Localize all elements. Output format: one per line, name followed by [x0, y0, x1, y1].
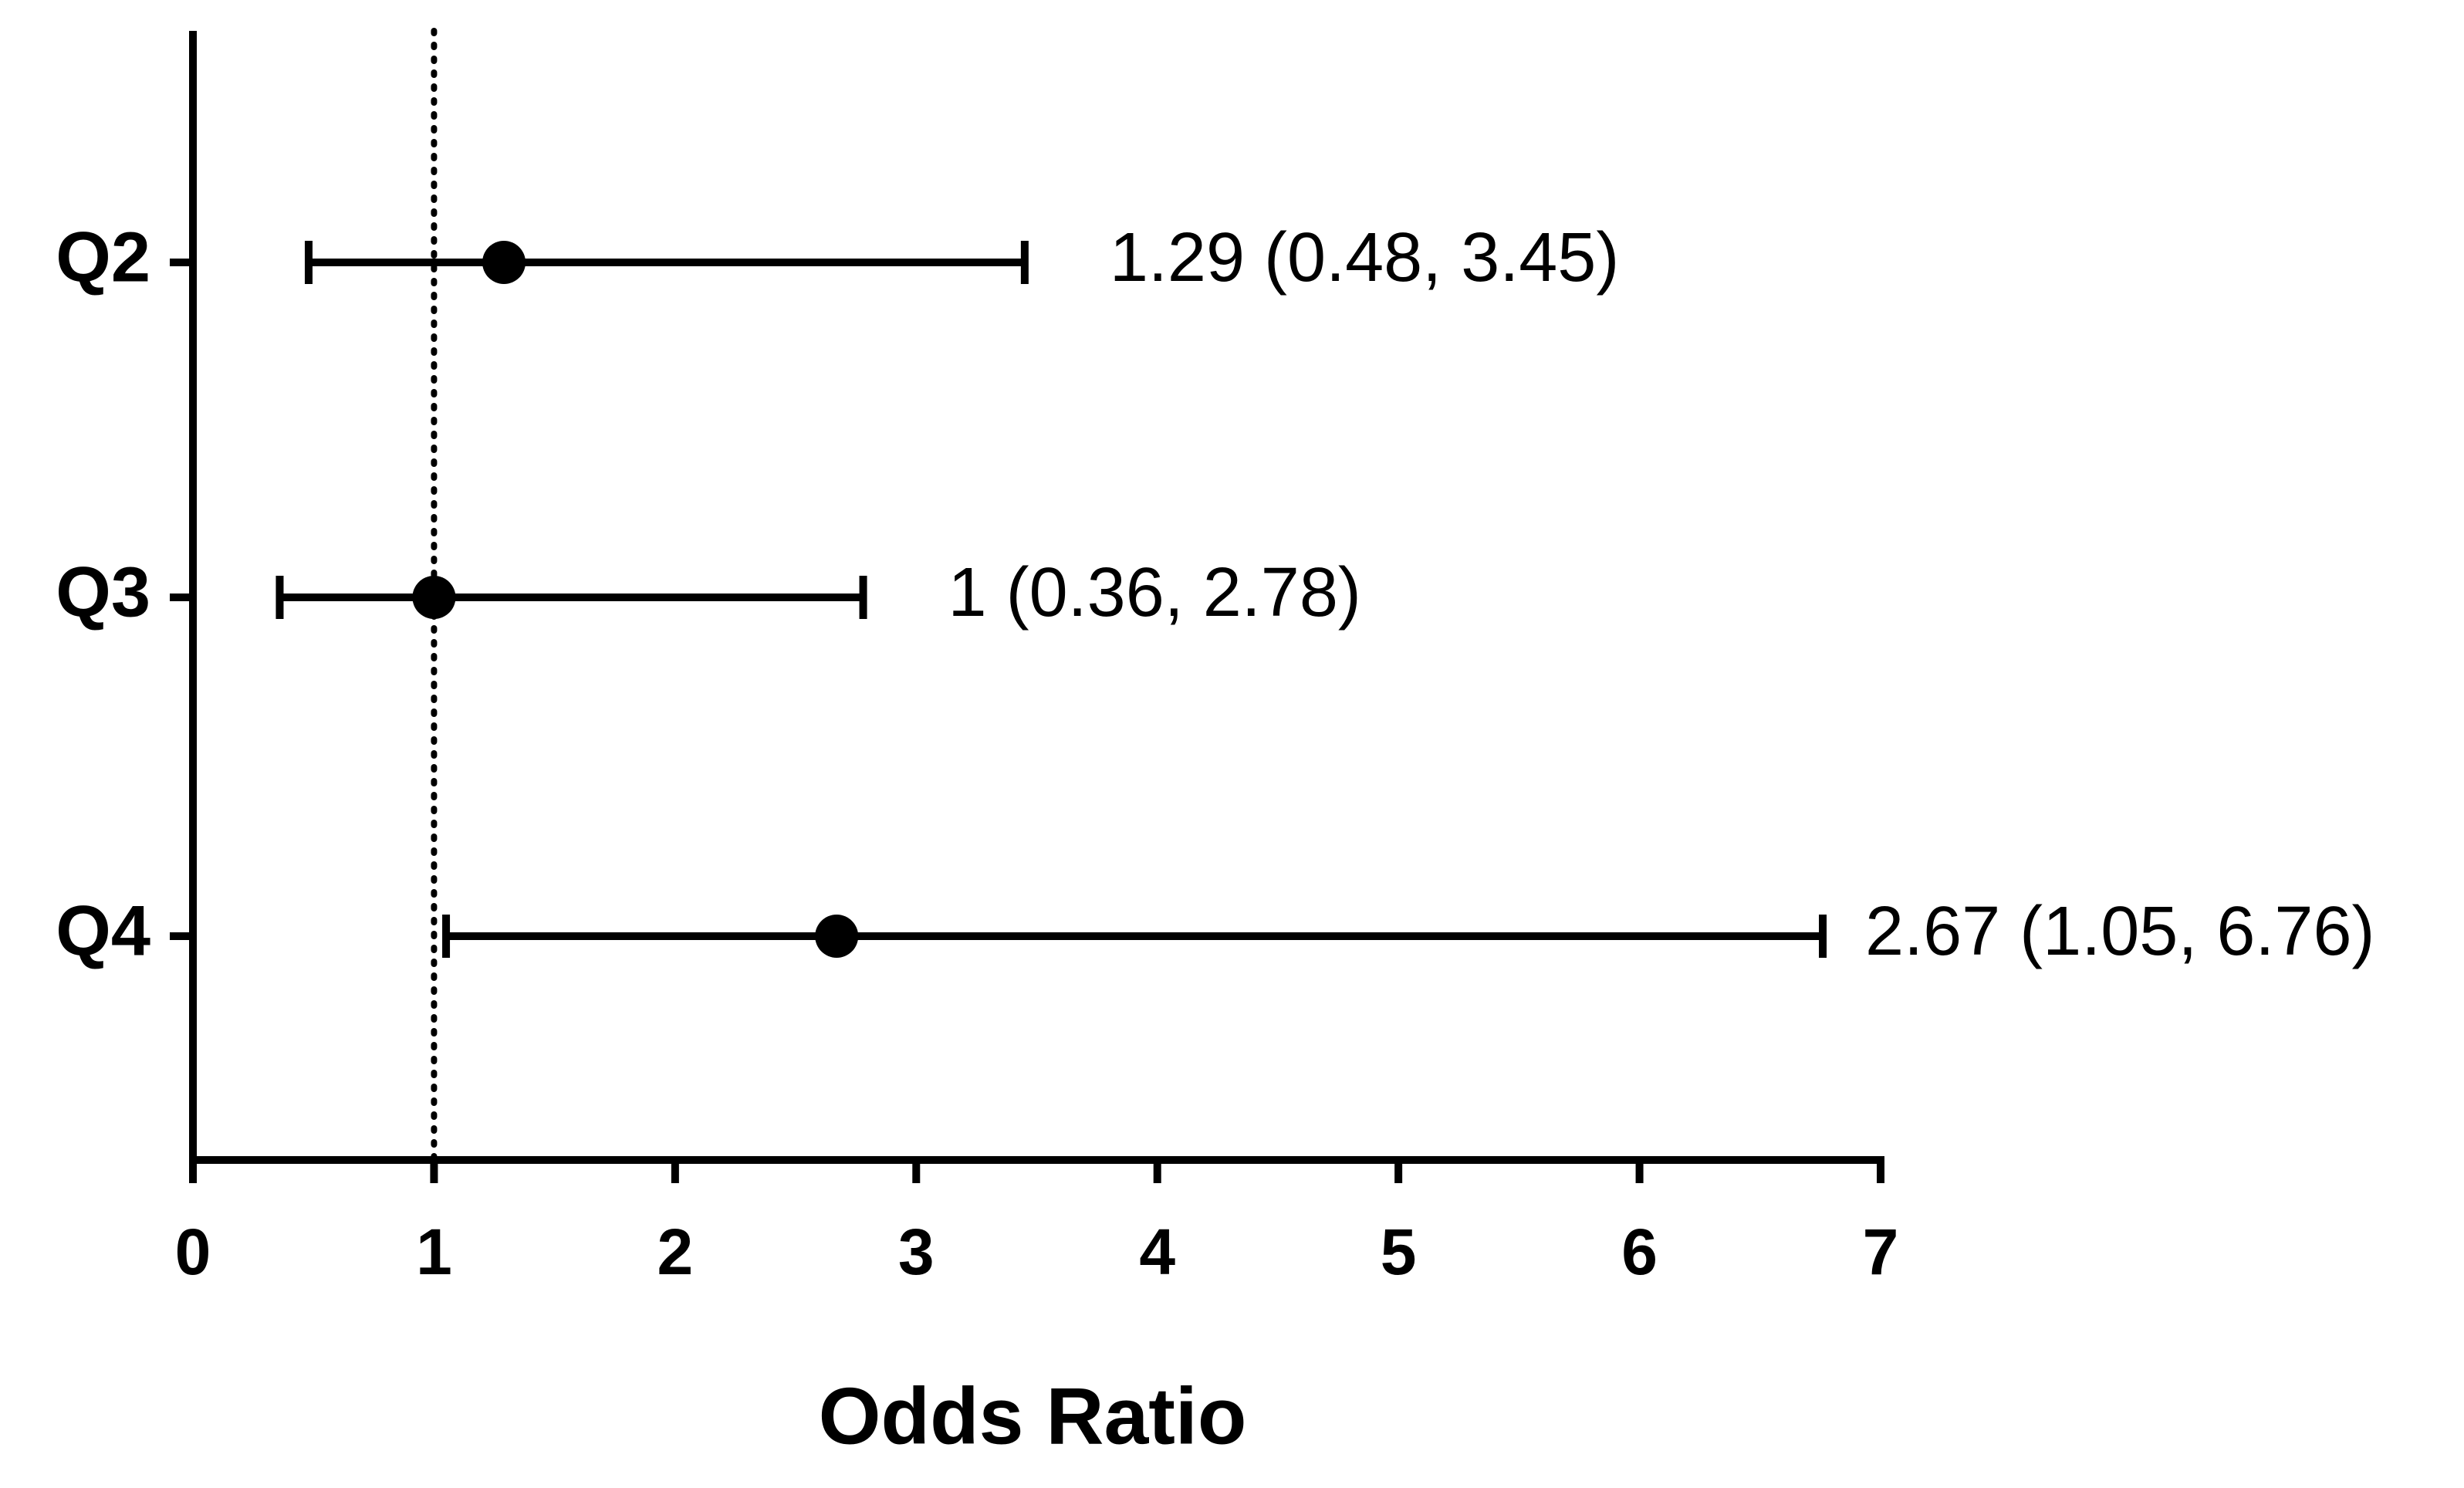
point-estimate [412, 576, 456, 619]
x-tick-label: 5 [1381, 1216, 1417, 1288]
y-tick-label: Q4 [56, 891, 150, 970]
y-tick-label: Q3 [56, 553, 150, 631]
point-estimate [815, 915, 859, 958]
x-tick-label: 2 [657, 1216, 693, 1288]
value-label: 1 (0.36, 2.78) [948, 554, 1361, 631]
x-tick-label: 6 [1621, 1216, 1658, 1288]
value-label: 2.67 (1.05, 6.76) [1865, 893, 2374, 970]
value-label: 1.29 (0.48, 3.45) [1110, 219, 1619, 296]
x-axis-title: Odds Ratio [819, 1371, 1247, 1461]
x-tick-label: 7 [1863, 1216, 1899, 1288]
x-tick-label: 4 [1139, 1216, 1175, 1288]
x-tick-label: 3 [898, 1216, 935, 1288]
x-tick-label: 1 [416, 1216, 452, 1288]
point-estimate [482, 241, 526, 284]
x-tick-label: 0 [175, 1216, 211, 1288]
y-tick-label: Q2 [56, 218, 150, 296]
